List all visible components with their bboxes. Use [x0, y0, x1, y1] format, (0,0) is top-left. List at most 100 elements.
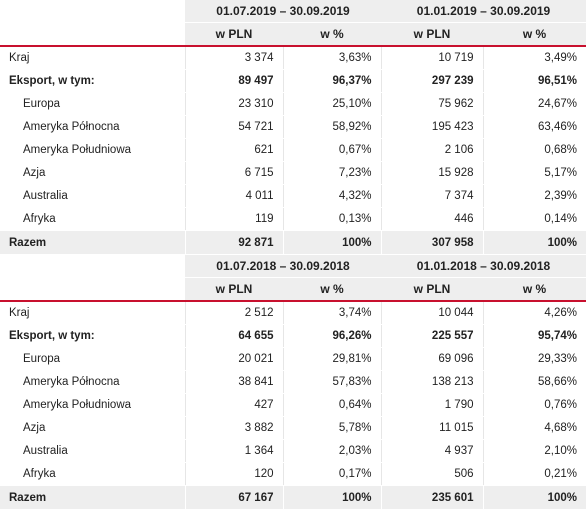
table-row: Australia 1 364 2,03% 4 937 2,10% — [0, 439, 586, 463]
value-cell: 3,74% — [282, 301, 381, 325]
value-cell: 0,64% — [282, 393, 381, 417]
row-label: Ameryka Południowa — [0, 138, 185, 162]
value-cell: 20 021 — [184, 347, 283, 371]
value-cell: 58,92% — [282, 115, 381, 139]
value-cell: 3 882 — [184, 416, 283, 440]
value-cell: 2,03% — [282, 439, 381, 463]
row-label: Azja — [0, 161, 185, 185]
value-cell: 100% — [282, 230, 381, 255]
value-cell: 23 310 — [184, 92, 283, 116]
units-header-row: w PLN w % w PLN w % — [0, 22, 586, 47]
value-cell: 120 — [184, 462, 283, 486]
value-cell: 54 721 — [184, 115, 283, 139]
value-cell: 307 958 — [380, 230, 483, 255]
table-row: Ameryka Północna 38 841 57,83% 138 213 5… — [0, 370, 586, 394]
row-label: Ameryka Północna — [0, 115, 185, 139]
value-cell: 10 719 — [380, 46, 483, 70]
value-cell: 7,23% — [282, 161, 381, 185]
value-cell: 4,32% — [282, 184, 381, 208]
row-label: Australia — [0, 184, 185, 208]
value-cell: 0,14% — [482, 207, 586, 231]
row-label: Azja — [0, 416, 185, 440]
row-label: Kraj — [0, 46, 185, 70]
table-row: Ameryka Południowa 427 0,64% 1 790 0,76% — [0, 393, 586, 417]
section-2018: 01.07.2018 – 30.09.2018 01.01.2018 – 30.… — [0, 254, 586, 510]
unit-header: w PLN — [381, 277, 483, 302]
value-cell: 75 962 — [380, 92, 483, 116]
value-cell: 95,74% — [482, 324, 586, 348]
unit-header: w % — [483, 22, 586, 47]
row-label: Razem — [0, 230, 185, 255]
value-cell: 6 715 — [184, 161, 283, 185]
value-cell: 0,21% — [482, 462, 586, 486]
value-cell: 96,37% — [282, 69, 381, 93]
value-cell: 0,68% — [482, 138, 586, 162]
value-cell: 58,66% — [482, 370, 586, 394]
value-cell: 92 871 — [184, 230, 283, 255]
value-cell: 96,51% — [482, 69, 586, 93]
value-cell: 225 557 — [380, 324, 483, 348]
units-header-row: w PLN w % w PLN w % — [0, 277, 586, 302]
value-cell: 24,67% — [482, 92, 586, 116]
unit-header: w PLN — [185, 22, 283, 47]
value-cell: 0,17% — [282, 462, 381, 486]
value-cell: 3,63% — [282, 46, 381, 70]
value-cell: 621 — [184, 138, 283, 162]
row-label: Afryka — [0, 207, 185, 231]
table-row: Ameryka Południowa 621 0,67% 2 106 0,68% — [0, 138, 586, 162]
value-cell: 3 374 — [184, 46, 283, 70]
row-label: Afryka — [0, 462, 185, 486]
value-cell: 195 423 — [380, 115, 483, 139]
value-cell: 29,81% — [282, 347, 381, 371]
row-label: Eksport, w tym: — [0, 69, 185, 93]
value-cell: 4 937 — [380, 439, 483, 463]
period-header: 01.07.2019 – 30.09.2019 — [185, 0, 381, 23]
value-cell: 2,39% — [482, 184, 586, 208]
value-cell: 29,33% — [482, 347, 586, 371]
table-row: Afryka 119 0,13% 446 0,14% — [0, 207, 586, 231]
value-cell: 4,26% — [482, 301, 586, 325]
value-cell: 15 928 — [380, 161, 483, 185]
header-blank-cell — [0, 0, 185, 23]
value-cell: 3,49% — [482, 46, 586, 70]
value-cell: 96,26% — [282, 324, 381, 348]
header-blank-cell — [0, 277, 185, 302]
value-cell: 446 — [380, 207, 483, 231]
value-cell: 2 512 — [184, 301, 283, 325]
table-row: Afryka 120 0,17% 506 0,21% — [0, 462, 586, 486]
value-cell: 0,76% — [482, 393, 586, 417]
value-cell: 506 — [380, 462, 483, 486]
value-cell: 69 096 — [380, 347, 483, 371]
period-header-row: 01.07.2018 – 30.09.2018 01.01.2018 – 30.… — [0, 254, 586, 278]
value-cell: 100% — [482, 230, 586, 255]
value-cell: 38 841 — [184, 370, 283, 394]
value-cell: 5,17% — [482, 161, 586, 185]
value-cell: 2 106 — [380, 138, 483, 162]
row-label: Ameryka Północna — [0, 370, 185, 394]
value-cell: 138 213 — [380, 370, 483, 394]
row-label: Kraj — [0, 301, 185, 325]
row-label: Eksport, w tym: — [0, 324, 185, 348]
table-row: Eksport, w tym: 64 655 96,26% 225 557 95… — [0, 324, 586, 348]
value-cell: 297 239 — [380, 69, 483, 93]
section-2019: 01.07.2019 – 30.09.2019 01.01.2019 – 30.… — [0, 0, 586, 255]
value-cell: 0,67% — [282, 138, 381, 162]
value-cell: 5,78% — [282, 416, 381, 440]
table-row: Kraj 3 374 3,63% 10 719 3,49% — [0, 46, 586, 70]
value-cell: 119 — [184, 207, 283, 231]
value-cell: 10 044 — [380, 301, 483, 325]
unit-header: w % — [283, 22, 381, 47]
value-cell: 0,13% — [282, 207, 381, 231]
row-label: Australia — [0, 439, 185, 463]
period-header: 01.01.2018 – 30.09.2018 — [381, 254, 586, 278]
header-blank-cell — [0, 22, 185, 47]
header-blank-cell — [0, 254, 185, 278]
row-label: Europa — [0, 92, 185, 116]
value-cell: 25,10% — [282, 92, 381, 116]
table-row: Australia 4 011 4,32% 7 374 2,39% — [0, 184, 586, 208]
value-cell: 2,10% — [482, 439, 586, 463]
unit-header: w PLN — [381, 22, 483, 47]
value-cell: 7 374 — [380, 184, 483, 208]
period-header: 01.01.2019 – 30.09.2019 — [381, 0, 586, 23]
